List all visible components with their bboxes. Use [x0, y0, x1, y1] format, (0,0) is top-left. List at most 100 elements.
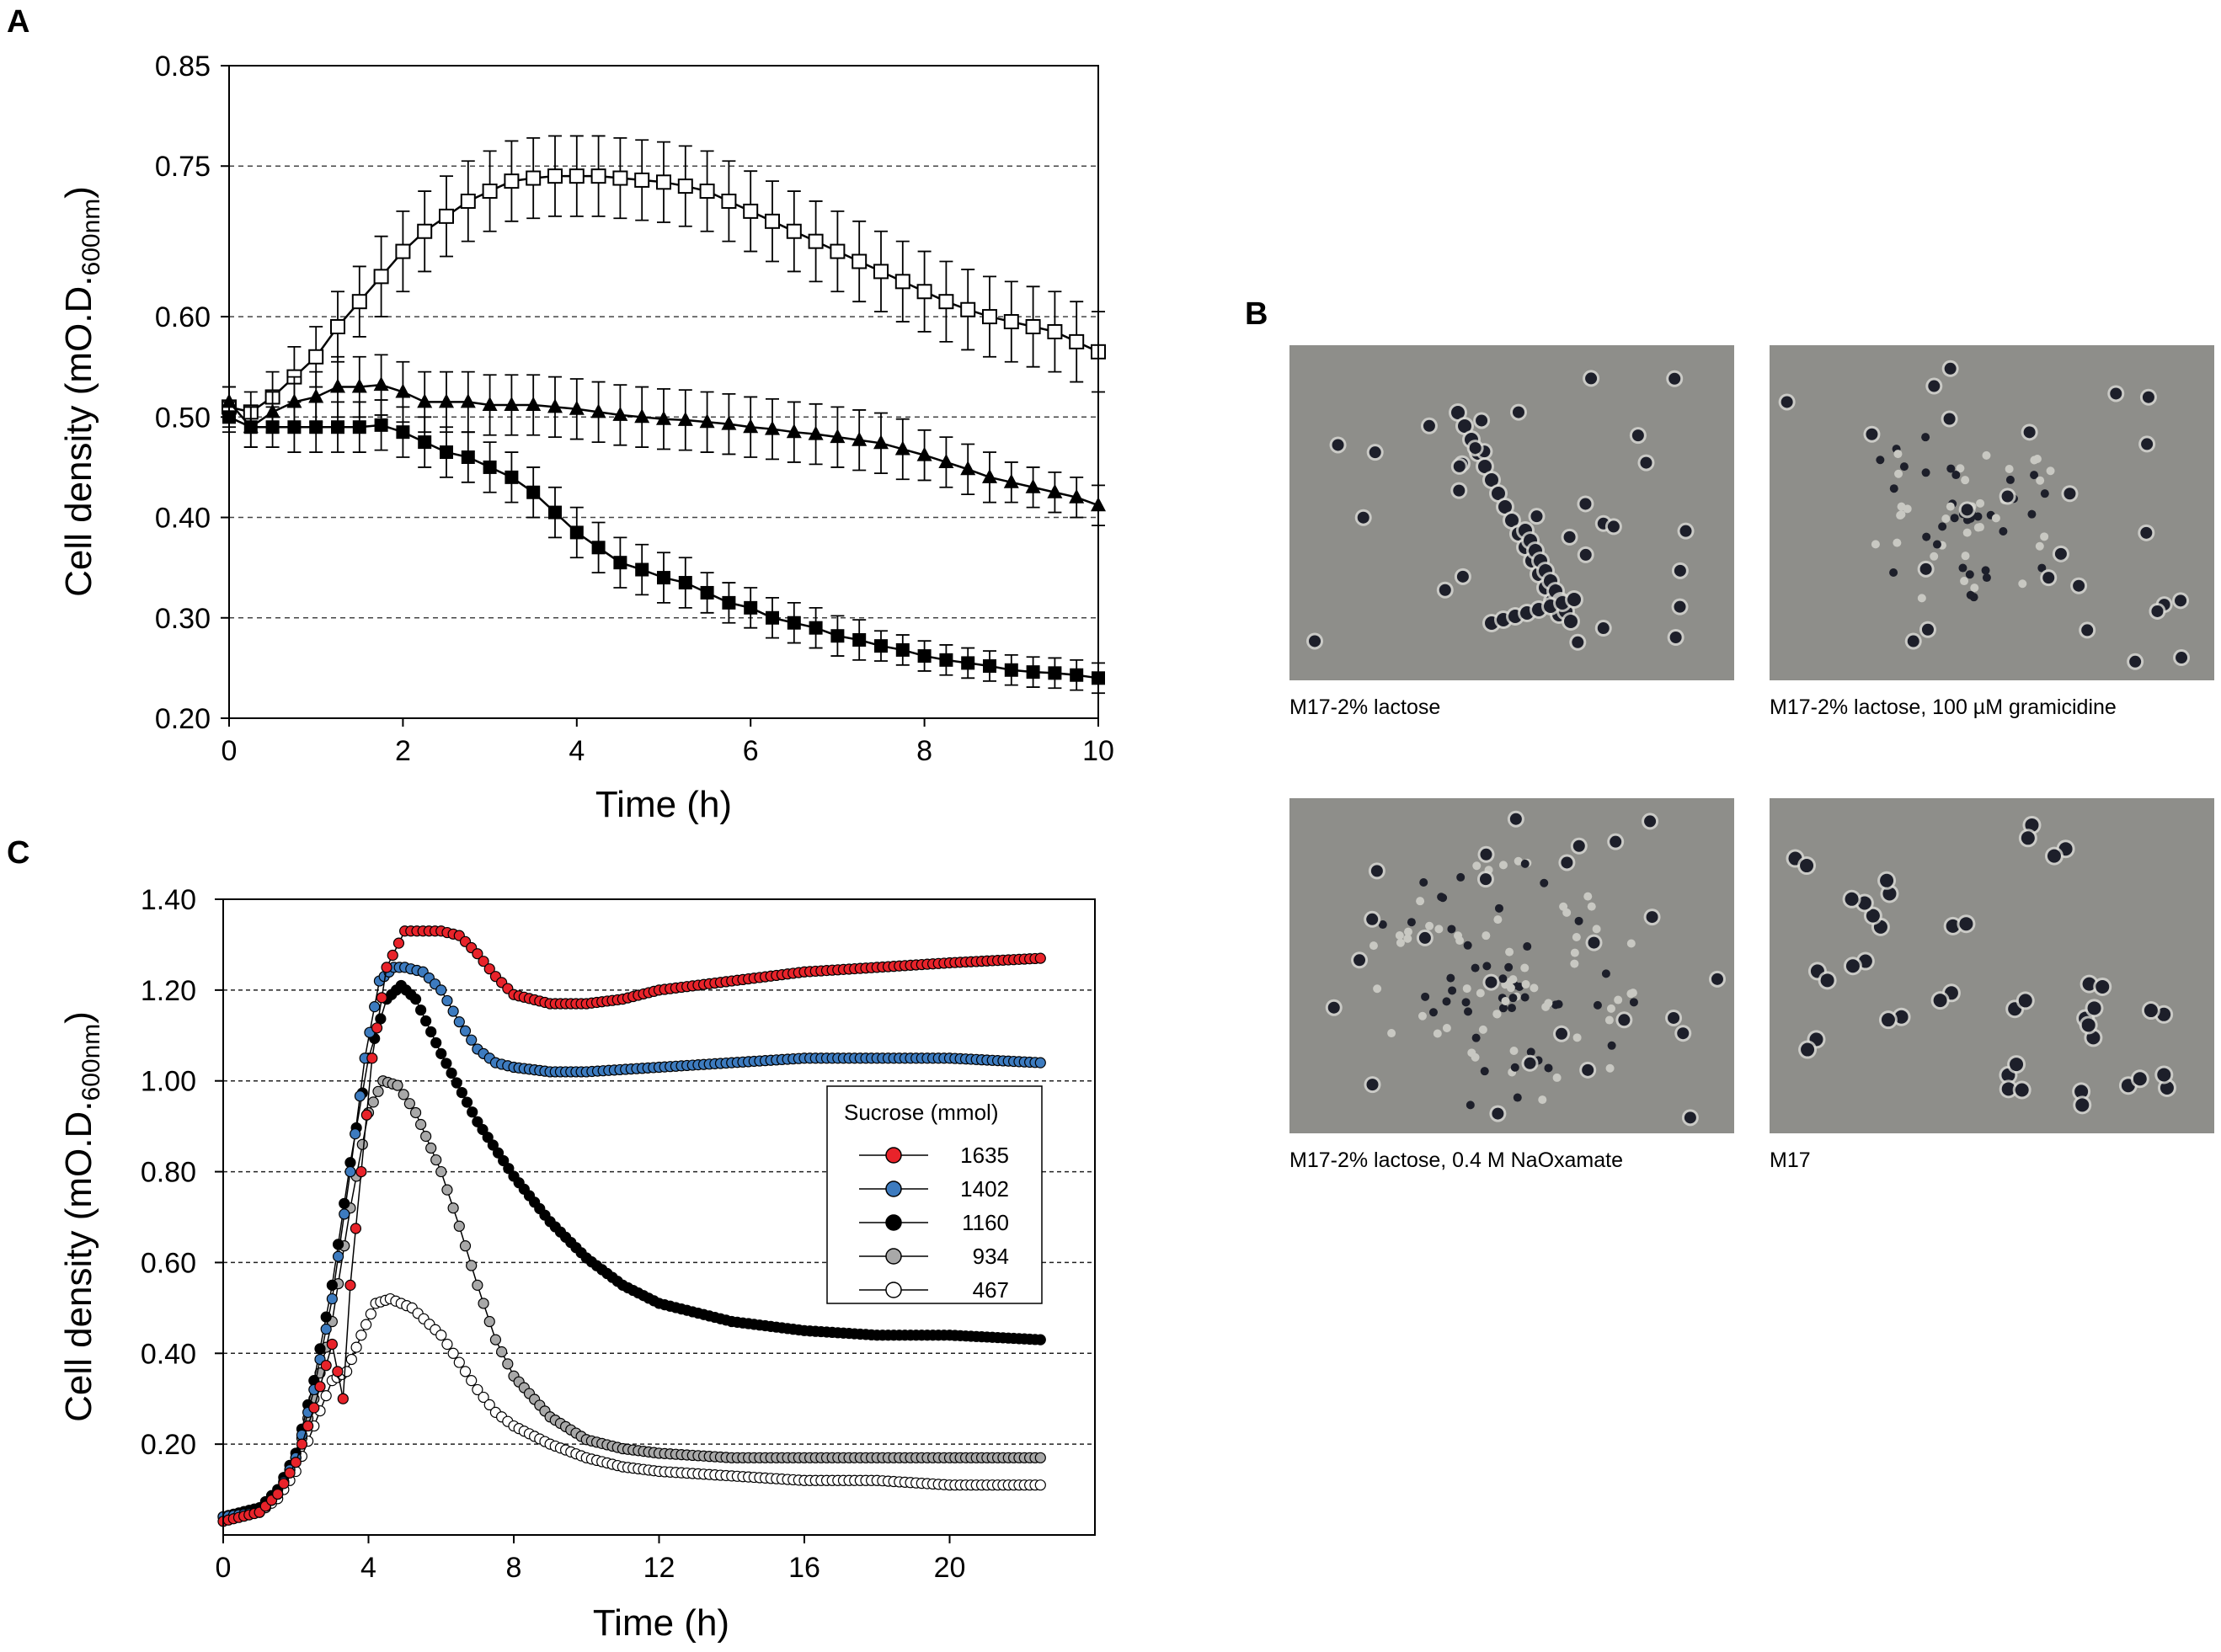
- chart-a-point: [830, 243, 846, 259]
- chart-c-point: [290, 1457, 302, 1468]
- chart-a-point: [308, 388, 324, 403]
- chart-a-point: [786, 223, 802, 239]
- micrograph-caption: M17-2% lactose: [1289, 695, 1440, 719]
- chart-a-point: [482, 397, 498, 411]
- chart-c-point: [496, 1346, 508, 1358]
- chart-a-point: [504, 397, 520, 411]
- legend-label: 934: [973, 1244, 1009, 1269]
- chart-c-point: [441, 1184, 453, 1196]
- chart-c-point: [326, 1279, 338, 1291]
- chart-a-point: [765, 420, 780, 435]
- chart-a-point: [331, 420, 344, 434]
- chart-a-point: [439, 208, 454, 224]
- chart-a-point: [700, 585, 714, 600]
- chart-a-point: [373, 376, 389, 392]
- micrograph-cells: [1786, 815, 2176, 1115]
- chart-c-point: [435, 984, 447, 996]
- chart-c-series-1635: [217, 925, 1046, 1527]
- chart-a-point: [916, 284, 932, 300]
- chart-a-point: [526, 397, 542, 411]
- chart-c-point: [360, 1319, 372, 1330]
- chart-c-point: [398, 1089, 409, 1100]
- chart-c-ytick-label: 0.40: [141, 1338, 196, 1370]
- chart-a-ylabel-sub: 600nm: [77, 199, 105, 276]
- chart-a-point: [309, 420, 323, 434]
- chart-c-point: [278, 1478, 290, 1489]
- chart-a-point: [787, 616, 801, 630]
- chart-a-point: [657, 571, 670, 585]
- chart-a-ytick-label: 0.85: [155, 51, 211, 83]
- micrograph-cells: [1306, 370, 1695, 651]
- chart-a-point: [612, 406, 628, 421]
- chart-a-point: [808, 425, 824, 440]
- chart-a-point: [504, 173, 520, 189]
- chart-c-point: [1034, 1452, 1046, 1463]
- micrograph-cells: [1778, 360, 2191, 670]
- chart-a-point: [766, 610, 779, 625]
- chart-a-point: [418, 435, 432, 450]
- chart-a-point: [983, 659, 996, 673]
- chart-a-point: [699, 413, 715, 429]
- chart-a-xtick-label: 2: [395, 735, 411, 767]
- legend-title: Sucrose (mmol): [844, 1100, 998, 1125]
- chart-a-point: [721, 193, 737, 209]
- chart-a-ytick-label: 0.20: [155, 703, 211, 735]
- chart-a-point: [460, 393, 476, 408]
- legend-label: 467: [973, 1277, 1009, 1303]
- chart-c-point: [425, 1142, 437, 1154]
- chart-c-point: [350, 1341, 362, 1353]
- chart-c-ylabel: Cell density (mO.D.600nm): [58, 1011, 105, 1422]
- chart-a-point: [417, 223, 433, 239]
- chart-a-point: [1047, 323, 1063, 339]
- chart-c-ylabel-main: Cell density (mO.D.: [58, 1100, 99, 1421]
- chart-c-ylabel-close: ): [58, 1011, 99, 1024]
- chart-a-point: [634, 172, 650, 188]
- chart-c-point: [420, 1130, 432, 1143]
- chart-c-point: [332, 1239, 344, 1250]
- chart-c-ytick-label: 1.20: [141, 975, 196, 1007]
- chart-a: 0.20 0.30 0.40 0.50 0.60 0.75 0.85 0 2 4 6 8 10 Tim…: [58, 51, 1114, 825]
- chart-c-point: [360, 1109, 372, 1121]
- chart-a-point: [895, 642, 910, 657]
- chart-c-point: [344, 1165, 356, 1178]
- chart-c-point: [440, 1058, 452, 1069]
- chart-a-point: [351, 294, 367, 310]
- chart-a-point: [286, 393, 302, 408]
- chart-c-point: [430, 1036, 442, 1049]
- micrographs: M17-2% lactose M17-2% lactose, 100 µM gra…: [1289, 345, 2214, 1172]
- chart-a-point: [938, 453, 954, 468]
- chart-a-point: [938, 294, 954, 310]
- chart-c-point: [392, 1079, 403, 1091]
- legend-marker: [885, 1248, 902, 1265]
- chart-c-xtick-label: 0: [216, 1552, 232, 1584]
- chart-c-point: [367, 1096, 379, 1108]
- chart-a-ytick-label: 0.30: [155, 603, 211, 635]
- chart-c-point: [478, 1391, 489, 1404]
- chart-a-point: [656, 174, 671, 190]
- chart-c-point: [492, 1147, 505, 1159]
- chart-c-point: [320, 1323, 332, 1335]
- chart-a-point: [1025, 319, 1041, 334]
- chart-c-point: [409, 994, 422, 1005]
- chart-a-point: [830, 629, 845, 643]
- chart-a-point: [526, 485, 541, 499]
- chart-c-point: [272, 1488, 284, 1500]
- chart-a-point: [461, 450, 475, 464]
- chart-c-point: [459, 1366, 472, 1378]
- chart-a-point: [548, 505, 562, 520]
- chart-a-point: [699, 184, 715, 200]
- chart-a-xtick-label: 6: [743, 735, 759, 767]
- chart-a-point: [852, 431, 868, 446]
- chart-c-point: [320, 1360, 332, 1372]
- chart-a-point: [613, 556, 627, 570]
- chart-a-point: [352, 420, 366, 434]
- chart-c-point: [466, 1260, 478, 1271]
- chart-a-point: [569, 168, 585, 184]
- chart-c-point: [372, 1085, 384, 1097]
- chart-a-point: [1048, 666, 1062, 680]
- chart-c-point: [371, 1022, 383, 1034]
- chart-a-point: [744, 600, 758, 615]
- chart-a-point: [591, 541, 606, 555]
- chart-a-point: [1047, 483, 1063, 498]
- chart-a-point: [894, 440, 910, 456]
